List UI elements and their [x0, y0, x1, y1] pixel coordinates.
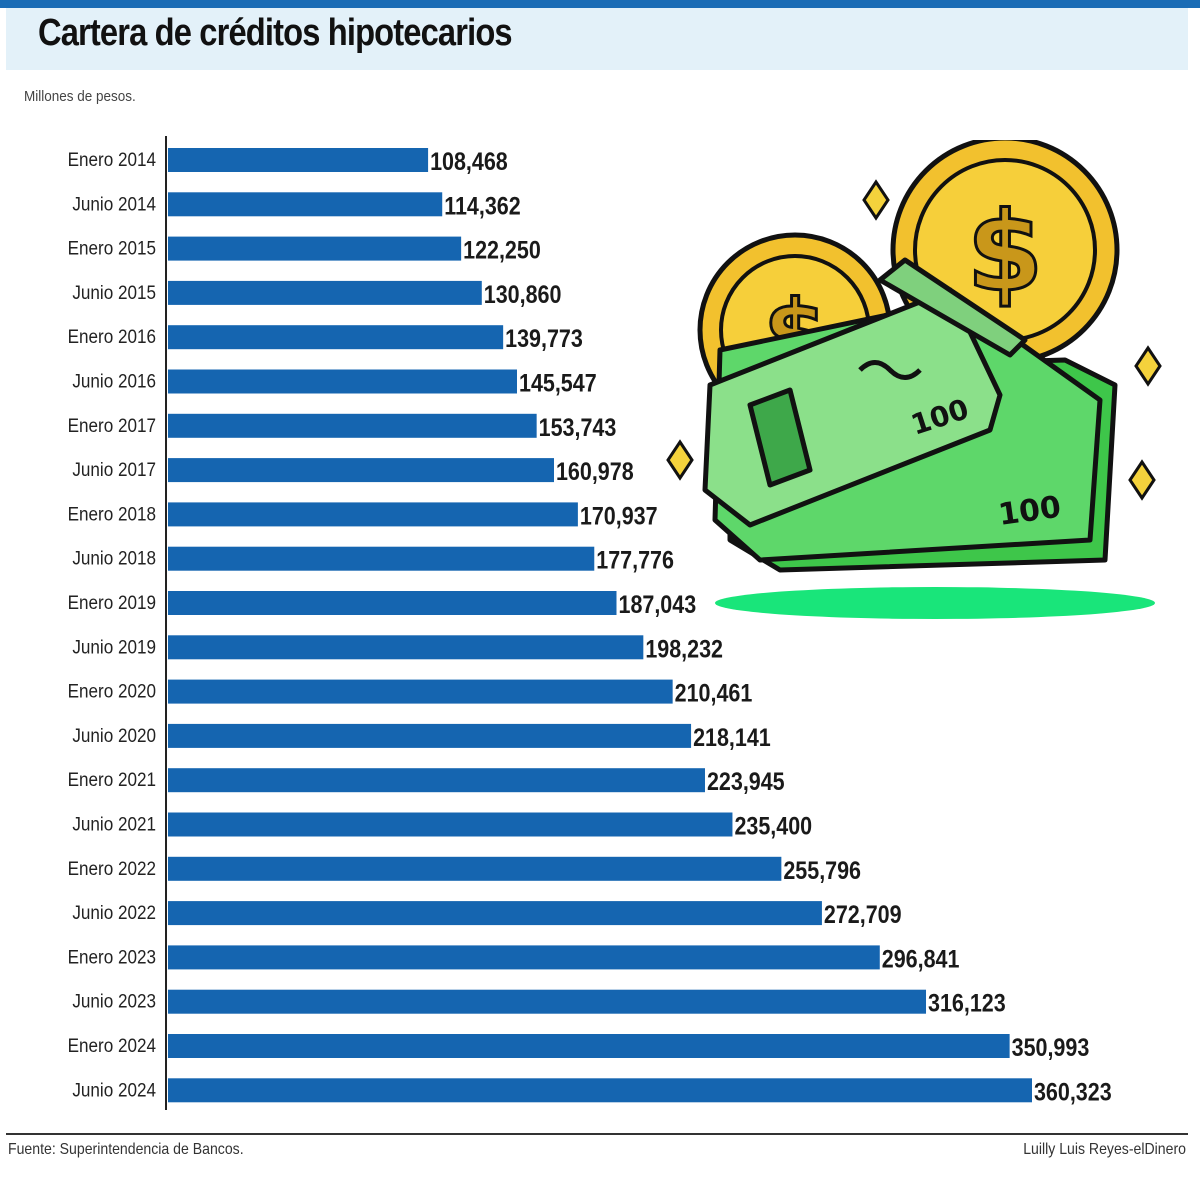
category-label: Enero 2016 [68, 326, 156, 347]
author-credit: Luilly Luis Reyes-elDinero [1023, 1141, 1186, 1158]
title-band [6, 8, 1188, 70]
category-label: Junio 2016 [72, 371, 156, 392]
svg-text:100: 100 [996, 490, 1063, 533]
bar [168, 768, 705, 793]
category-label: Enero 2014 [68, 149, 156, 170]
value-label: 130,860 [484, 280, 562, 308]
top-accent-line [0, 0, 1200, 8]
value-label: 187,043 [619, 590, 697, 618]
value-label: 139,773 [505, 325, 583, 353]
source-note: Fuente: Superintendencia de Bancos. [8, 1141, 244, 1158]
value-label: 108,468 [430, 147, 508, 175]
category-label: Junio 2022 [72, 902, 156, 923]
bar [168, 901, 822, 926]
category-label: Enero 2017 [68, 415, 156, 436]
value-label: 235,400 [734, 812, 812, 840]
bar [168, 812, 733, 837]
bar [168, 148, 429, 172]
value-label: 350,993 [1012, 1033, 1090, 1061]
category-label: Enero 2024 [68, 1035, 156, 1056]
category-label: Junio 2017 [72, 459, 156, 480]
value-label: 210,461 [675, 679, 753, 707]
bar [168, 502, 578, 527]
bar [168, 325, 504, 350]
chart-subtitle: Millones de pesos. [24, 88, 136, 105]
bar [168, 856, 782, 881]
value-label: 145,547 [519, 369, 597, 397]
bar [168, 1034, 1010, 1058]
value-label: 114,362 [444, 192, 521, 220]
bar [168, 458, 555, 483]
value-label: 255,796 [783, 856, 861, 884]
category-label: Junio 2019 [72, 636, 156, 657]
bar [168, 413, 537, 438]
bar [168, 635, 644, 660]
bar [168, 591, 617, 615]
category-label: Enero 2015 [68, 238, 156, 259]
category-label: Junio 2014 [72, 193, 156, 214]
bar [168, 280, 482, 305]
banknote-stack-icon: 100 100 [702, 257, 1118, 573]
bar [168, 1078, 1032, 1103]
category-label: Enero 2023 [68, 947, 156, 968]
category-label: Enero 2022 [68, 858, 156, 879]
value-label: 218,141 [693, 723, 771, 751]
sparkle-icon [666, 179, 1162, 501]
value-label: 316,123 [928, 989, 1006, 1017]
value-label: 122,250 [463, 236, 541, 264]
value-label: 296,841 [882, 945, 960, 973]
value-label: 272,709 [824, 901, 902, 929]
category-label: Junio 2015 [72, 282, 156, 303]
bar [168, 945, 880, 970]
bar [168, 236, 462, 261]
bar [168, 369, 517, 394]
category-label: Junio 2024 [72, 1079, 156, 1100]
category-label: Enero 2019 [68, 592, 156, 613]
bar [168, 723, 692, 748]
category-label: Enero 2018 [68, 504, 156, 525]
value-label: 360,323 [1034, 1078, 1112, 1106]
svg-text:$: $ [967, 188, 1044, 316]
bar [168, 546, 595, 571]
chart-title: Cartera de créditos hipotecarios [38, 12, 513, 54]
value-label: 170,937 [580, 502, 658, 530]
bar [168, 989, 927, 1014]
value-label: 160,978 [556, 458, 634, 486]
category-label: Enero 2020 [68, 681, 156, 702]
ground-shadow [715, 587, 1155, 619]
bar [168, 679, 673, 704]
value-label: 223,945 [707, 768, 785, 796]
category-label: Junio 2023 [72, 991, 156, 1012]
value-label: 177,776 [596, 546, 674, 574]
footer-divider [6, 1133, 1188, 1135]
category-label: Junio 2020 [72, 725, 156, 746]
value-label: 198,232 [645, 635, 723, 663]
category-label: Enero 2021 [68, 769, 156, 790]
money-cash-coins-icon: $ $ 100 100 [666, 140, 1162, 619]
value-label: 153,743 [539, 413, 617, 441]
bar [168, 192, 443, 217]
category-label: Junio 2018 [72, 548, 156, 569]
category-label: Junio 2021 [72, 814, 156, 835]
